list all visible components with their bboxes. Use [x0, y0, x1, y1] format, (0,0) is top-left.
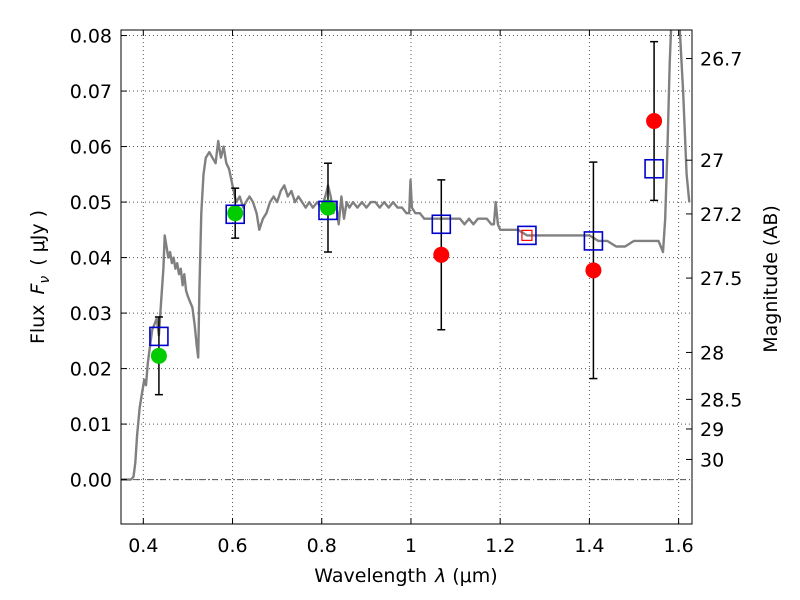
magnitude-axis-label: Magnitude (AB) [760, 205, 782, 353]
y-tick-label: 0.04 [70, 248, 112, 270]
model-point [431, 214, 452, 235]
x-tick-label: 1.4 [574, 535, 604, 557]
y-tick-label: 0.08 [70, 26, 112, 48]
model-point [644, 158, 664, 179]
x-tick-label: 1 [405, 535, 417, 557]
x-axis-label: Wavelength λ (μm) [314, 565, 497, 587]
y-tick-label: 0.02 [70, 359, 112, 381]
observed-point [585, 262, 602, 279]
model-point-inner [521, 229, 533, 241]
x-tick-label: 1.2 [485, 535, 515, 557]
y-tick-label: 0.05 [70, 192, 112, 214]
observed-point [433, 246, 450, 263]
plot-background [121, 30, 692, 524]
x-tick-label: 0.8 [307, 535, 337, 557]
magnitude-tick-label: 28.5 [700, 389, 742, 411]
model-points [149, 158, 664, 347]
x-tick-label: 0.4 [128, 535, 158, 557]
model-point [225, 204, 245, 225]
y-tick-label: 0.06 [70, 137, 112, 159]
observed-points [150, 113, 663, 364]
model-point [149, 326, 169, 347]
observed-point [150, 347, 167, 364]
magnitude-tick-label: 27 [700, 150, 724, 172]
magnitude-axis: 26.7 27 27.2 27.5 28 28.5 29 30 [686, 49, 742, 471]
model-point [318, 200, 338, 221]
magnitude-tick-label: 26.7 [700, 49, 742, 71]
magnitude-tick-label: 30 [700, 449, 724, 471]
y-axis-label: FluxFν( μJy ) [27, 210, 53, 344]
y-tick-label: 0.07 [70, 81, 112, 103]
magnitude-tick-label: 28 [700, 342, 724, 364]
observed-point [646, 113, 663, 130]
y-tick-label: 0.01 [70, 414, 112, 436]
magnitude-tick-label: 27.5 [700, 268, 742, 290]
x-tick-label: 1.6 [664, 535, 694, 557]
y-tick-label: 0.03 [70, 303, 112, 325]
magnitude-tick-label: 29 [700, 419, 724, 441]
observed-point [227, 205, 244, 222]
y-tick-label: 0.00 [70, 470, 112, 492]
magnitude-tick-label: 27.2 [700, 204, 742, 226]
x-axis: 0.4 0.6 0.8 1 1.2 1.4 1.6 [128, 30, 694, 557]
x-tick-label: 0.6 [217, 535, 247, 557]
model-point [583, 231, 604, 251]
y-axis: 0.00 0.01 0.02 0.03 0.04 0.05 0.06 0.07 0.08 [70, 26, 127, 492]
model-point [517, 225, 537, 246]
plot-frame [120, 29, 693, 525]
observed-point [319, 199, 336, 216]
